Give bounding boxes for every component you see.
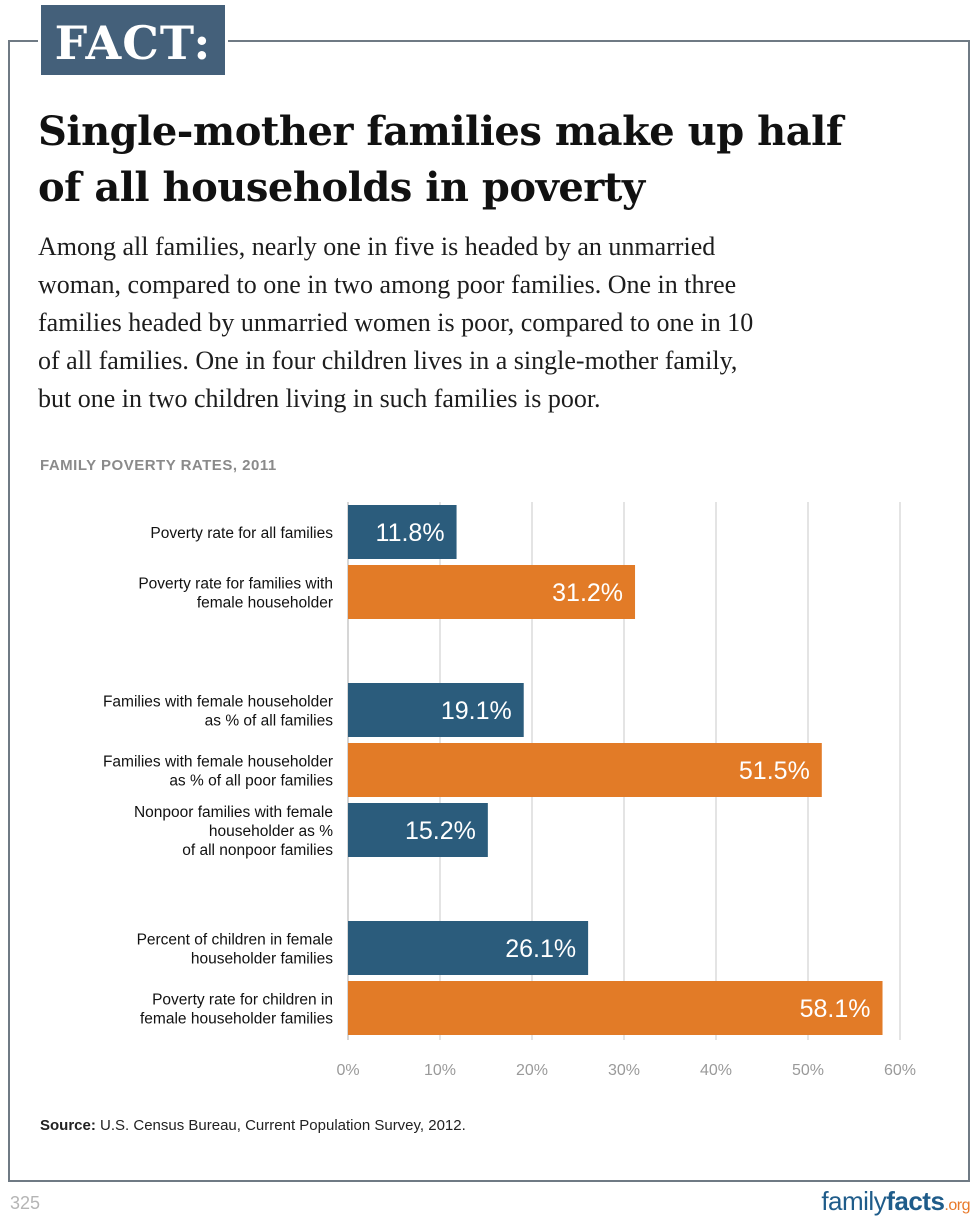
- x-tick-label: 0%: [336, 1062, 359, 1079]
- category-label-line: female householder families: [140, 1011, 333, 1028]
- category-label-line: householder families: [191, 951, 333, 968]
- infographic-frame: [8, 40, 970, 1182]
- page-number: 325: [10, 1193, 41, 1213]
- bar: [348, 921, 589, 975]
- bar-chart: 0% 10% 20% 30% 40% 50% 60% 11.8% Poverty rate fo…: [103, 502, 916, 1079]
- bar-value-label: 11.8%: [376, 519, 445, 547]
- category-label-line: Poverty rate for families with: [138, 576, 333, 593]
- chart-title: FAMILY POVERTY RATES, 2011: [40, 457, 277, 474]
- bar-value-label: 51.5%: [739, 757, 810, 785]
- category-label: Percent of children in female householder…: [137, 932, 334, 968]
- headline-line-1: Single-mother families make up half: [38, 108, 843, 155]
- category-label-line: as % of all families: [205, 713, 334, 730]
- category-label-line: Families with female householder: [103, 754, 333, 771]
- description-line: of all families. One in four children li…: [38, 346, 738, 375]
- category-label-line: female householder: [197, 595, 333, 612]
- x-tick-label: 50%: [792, 1062, 824, 1079]
- category-label-line: as % of all poor families: [169, 773, 333, 790]
- logo-facts: facts: [886, 1186, 945, 1216]
- headline-line-2: of all households in poverty: [38, 164, 645, 211]
- category-label: Nonpoor families with female householder …: [134, 804, 333, 859]
- category-label-line: Families with female householder: [103, 694, 333, 711]
- bar: [348, 565, 636, 619]
- category-label-line: of all nonpoor families: [182, 842, 333, 859]
- description-line: but one in two children living in such f…: [38, 384, 601, 413]
- logo-tld: .org: [944, 1197, 970, 1214]
- bar: [348, 683, 524, 737]
- x-tick-label: 40%: [700, 1062, 732, 1079]
- x-tick-label: 30%: [608, 1062, 640, 1079]
- category-label: Poverty rate for families with female hou…: [138, 576, 333, 612]
- bar-value-label: 15.2%: [405, 817, 476, 845]
- bar-value-label: 58.1%: [800, 995, 871, 1023]
- source-label: Source:: [40, 1117, 96, 1134]
- x-tick-label: 10%: [424, 1062, 456, 1079]
- description-line: woman, compared to one in two among poor…: [38, 270, 737, 299]
- bar-value-label: 19.1%: [441, 697, 512, 725]
- description-line: families headed by unmarried women is po…: [38, 308, 754, 337]
- category-label-line: Nonpoor families with female: [134, 804, 333, 821]
- category-label-line: householder as %: [209, 823, 333, 840]
- bar: [348, 505, 457, 559]
- category-label: Poverty rate for children in female house…: [140, 992, 333, 1028]
- bar-value-label: 31.2%: [552, 579, 623, 607]
- category-label: Families with female householder as % of …: [103, 694, 333, 730]
- source-text: U.S. Census Bureau, Current Population S…: [95, 1117, 466, 1134]
- source-note: Source: U.S. Census Bureau, Current Popu…: [40, 1117, 466, 1134]
- category-label: Families with female householder as % of …: [103, 754, 333, 790]
- fact-badge: FACT:: [38, 2, 228, 78]
- logo-family: family: [821, 1186, 887, 1216]
- category-label-line: Poverty rate for children in: [152, 992, 333, 1009]
- category-label: Poverty rate for all families: [150, 525, 333, 542]
- description-line: Among all families, nearly one in five i…: [38, 232, 716, 261]
- category-label-line: Percent of children in female: [137, 932, 333, 949]
- description: Among all families, nearly one in five i…: [38, 228, 958, 418]
- x-tick-label: 20%: [516, 1062, 548, 1079]
- headline: Single-mother families make up half of a…: [38, 104, 958, 216]
- bar: [348, 803, 488, 857]
- bar: [348, 743, 822, 797]
- bar: [348, 981, 883, 1035]
- familyfacts-logo[interactable]: familyfacts.org: [821, 1186, 970, 1217]
- x-tick-label: 60%: [884, 1062, 916, 1079]
- category-label-line: Poverty rate for all families: [150, 525, 333, 542]
- bar-value-label: 26.1%: [505, 935, 576, 963]
